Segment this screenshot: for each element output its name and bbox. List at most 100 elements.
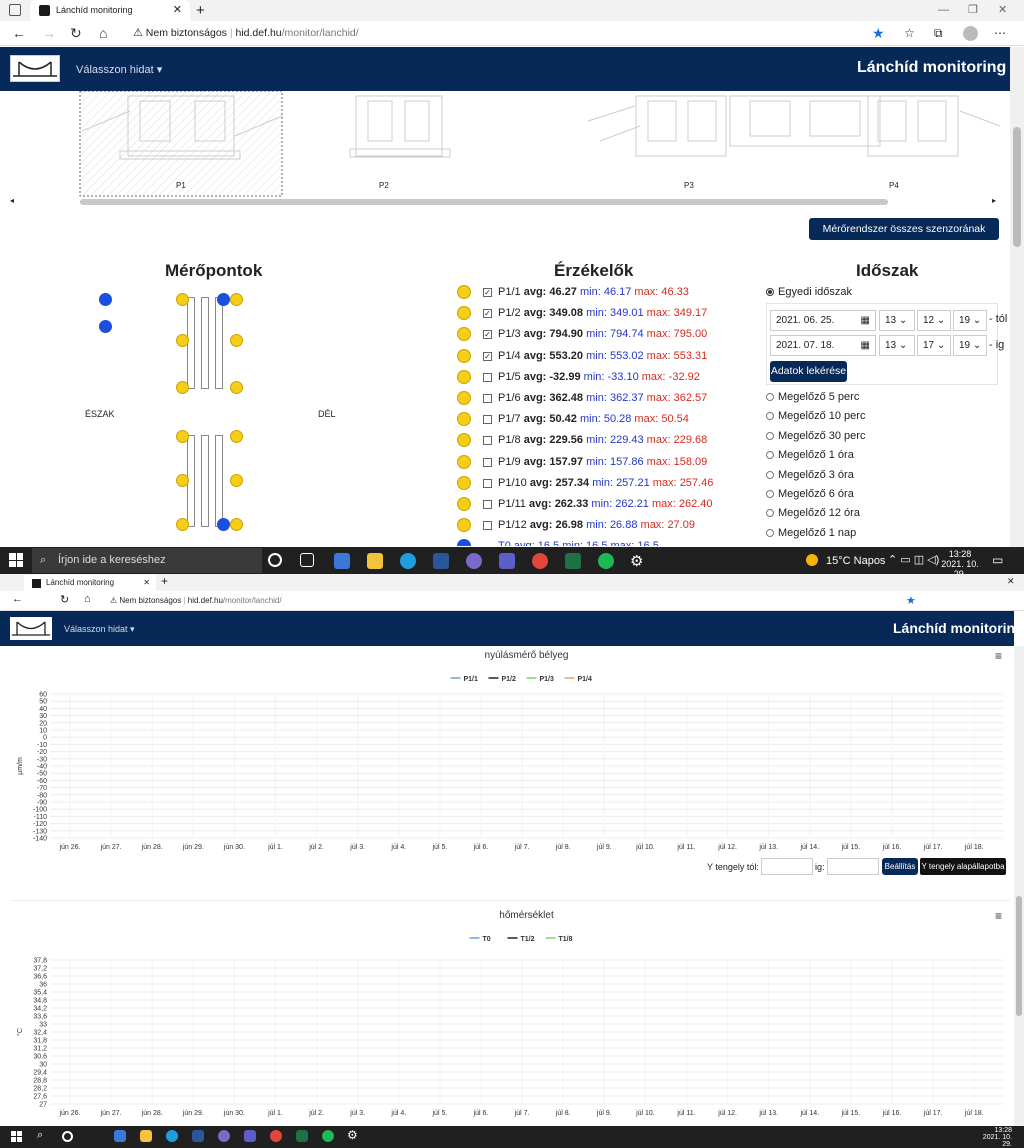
app-icon[interactable] xyxy=(466,553,482,569)
calendar-app-icon[interactable] xyxy=(114,1130,126,1142)
cortana-icon[interactable] xyxy=(62,1131,73,1142)
page-scrollbar[interactable] xyxy=(1010,47,1024,547)
clock-2[interactable]: 13:28 2021. 10. 29. xyxy=(982,1127,1012,1148)
point-marker[interactable] xyxy=(99,293,112,306)
calendar-icon[interactable]: ▦ xyxy=(860,315,870,326)
maximize-icon[interactable]: ❐ xyxy=(968,4,978,16)
calendar-icon[interactable]: ▦ xyxy=(860,340,870,351)
period-option-radio[interactable] xyxy=(766,431,774,440)
period-option-radio[interactable] xyxy=(766,509,774,518)
more-menu-icon[interactable]: ⋯ xyxy=(994,26,1006,40)
from-hour-select[interactable]: 13 ⌄ xyxy=(879,310,915,331)
fetch-data-button[interactable]: Adatok lekérése xyxy=(770,361,847,382)
schematic-scrollbar[interactable]: ◂ ▸ xyxy=(10,196,996,205)
period-option-radio[interactable] xyxy=(766,528,774,537)
apply-y-axis-button[interactable]: Beállítás xyxy=(882,858,918,875)
sensor-checkbox[interactable] xyxy=(483,436,492,446)
teams-icon[interactable] xyxy=(499,553,515,569)
back-icon[interactable]: ← xyxy=(12,593,23,605)
sensor-checkbox[interactable]: ✓ xyxy=(483,288,492,297)
period-option-radio[interactable] xyxy=(766,393,774,401)
excel-icon[interactable] xyxy=(565,553,581,569)
to-date-input[interactable]: 2021. 07. 18. ▦ xyxy=(770,335,876,356)
cortana-icon[interactable] xyxy=(268,553,282,567)
spotify-icon[interactable] xyxy=(322,1130,334,1142)
browser-tab[interactable]: Lánchíd monitoring ✕ xyxy=(30,0,190,21)
url-field[interactable]: ⚠ Nem biztonságos | hid.def.hu/monitor/l… xyxy=(133,27,359,39)
point-marker[interactable] xyxy=(230,430,243,443)
home-icon[interactable]: ⌂ xyxy=(99,25,108,41)
y-axis-to-input[interactable] xyxy=(827,858,879,875)
settings-icon[interactable]: ⚙ xyxy=(347,1128,358,1142)
sensor-checkbox[interactable] xyxy=(483,415,492,425)
reload-icon[interactable]: ↻ xyxy=(70,25,82,41)
close-tab-icon[interactable]: ✕ xyxy=(143,578,150,587)
select-all-sensors-button[interactable]: Mérőrendszer összes szenzorának kijelölé… xyxy=(809,218,999,257)
point-marker[interactable] xyxy=(230,293,243,306)
word-icon[interactable] xyxy=(192,1130,204,1142)
close-window-icon[interactable]: ✕ xyxy=(998,4,1008,16)
windows-start-icon[interactable] xyxy=(11,1131,22,1142)
search-icon[interactable]: ⌕ xyxy=(37,1129,44,1141)
from-minute-select[interactable]: 12 ⌄ xyxy=(917,310,951,331)
from-second-select[interactable]: 19 ⌄ xyxy=(953,310,987,331)
new-tab-icon[interactable]: + xyxy=(161,574,169,588)
edge-icon[interactable] xyxy=(400,553,416,569)
point-marker[interactable] xyxy=(217,293,230,306)
y-axis-from-input[interactable] xyxy=(761,858,813,875)
browser-tab-2[interactable]: Lánchíd monitoring ✕ xyxy=(24,575,156,591)
edge-icon[interactable] xyxy=(166,1130,178,1142)
favorites-icon[interactable]: ☆ xyxy=(904,26,915,40)
sensor-checkbox[interactable]: ✓ xyxy=(483,330,492,340)
tray-icons[interactable]: ⌃ ▭ ◫ ◁) xyxy=(888,554,940,566)
close-window-icon[interactable]: ✕ xyxy=(1007,576,1015,586)
point-marker[interactable] xyxy=(99,320,112,333)
point-marker[interactable] xyxy=(230,518,243,531)
chrome-icon[interactable] xyxy=(532,553,548,569)
home-icon[interactable]: ⌂ xyxy=(84,593,91,605)
chrome-icon[interactable] xyxy=(270,1130,282,1142)
point-marker[interactable] xyxy=(176,381,189,394)
favorite-star-icon[interactable]: ★ xyxy=(906,595,916,607)
pier-label-p2[interactable]: P2 xyxy=(379,181,389,190)
point-marker[interactable] xyxy=(230,474,243,487)
period-option-radio[interactable] xyxy=(766,490,774,498)
teams-icon[interactable] xyxy=(244,1130,256,1142)
taskbar-search[interactable]: ⌕ Írjon ide a kereséshez xyxy=(32,548,262,573)
weather-text[interactable]: 15°C Napos xyxy=(826,555,886,567)
reset-y-axis-button[interactable]: Y tengely alapállapotba xyxy=(920,858,1006,875)
new-tab-icon[interactable]: + xyxy=(196,2,205,19)
from-date-input[interactable]: 2021. 06. 25. ▦ xyxy=(770,310,876,331)
page-scrollbar-2[interactable] xyxy=(1014,646,1024,1126)
period-option-radio[interactable] xyxy=(766,470,774,479)
to-second-select[interactable]: 19 ⌄ xyxy=(953,335,987,356)
point-marker[interactable] xyxy=(176,293,189,306)
favorite-star-icon[interactable]: ★ xyxy=(872,25,885,41)
settings-icon[interactable]: ⚙ xyxy=(630,553,644,570)
url-field-2[interactable]: ⚠ Nem biztonságos | hid.def.hu/monitor/l… xyxy=(110,596,282,605)
sensor-checkbox[interactable]: ✓ xyxy=(483,309,492,319)
file-explorer-icon[interactable] xyxy=(140,1130,152,1142)
app-icon[interactable] xyxy=(218,1130,230,1142)
point-marker[interactable] xyxy=(217,518,230,531)
point-marker[interactable] xyxy=(176,518,189,531)
excel-icon[interactable] xyxy=(296,1130,308,1142)
minimize-icon[interactable]: — xyxy=(938,4,949,16)
point-marker[interactable] xyxy=(176,334,189,347)
sensor-checkbox[interactable] xyxy=(483,394,492,403)
bridge-select-dropdown[interactable]: Válasszon hidat ▾ xyxy=(76,64,163,76)
file-explorer-icon[interactable] xyxy=(367,553,383,569)
sensor-checkbox[interactable] xyxy=(483,478,492,488)
calendar-app-icon[interactable] xyxy=(334,553,350,569)
pier-label-p1[interactable]: P1 xyxy=(176,181,186,190)
to-minute-select[interactable]: 17 ⌄ xyxy=(917,335,951,356)
profile-icon[interactable] xyxy=(963,26,978,41)
task-view-icon[interactable] xyxy=(300,553,314,567)
to-hour-select[interactable]: 13 ⌄ xyxy=(879,335,915,356)
point-marker[interactable] xyxy=(230,381,243,394)
close-tab-icon[interactable]: ✕ xyxy=(172,4,182,16)
windows-start-icon[interactable] xyxy=(9,553,23,567)
custom-period-radio[interactable] xyxy=(766,288,774,296)
forward-icon[interactable]: → xyxy=(42,25,56,41)
sensor-checkbox[interactable]: ✓ xyxy=(483,351,492,361)
